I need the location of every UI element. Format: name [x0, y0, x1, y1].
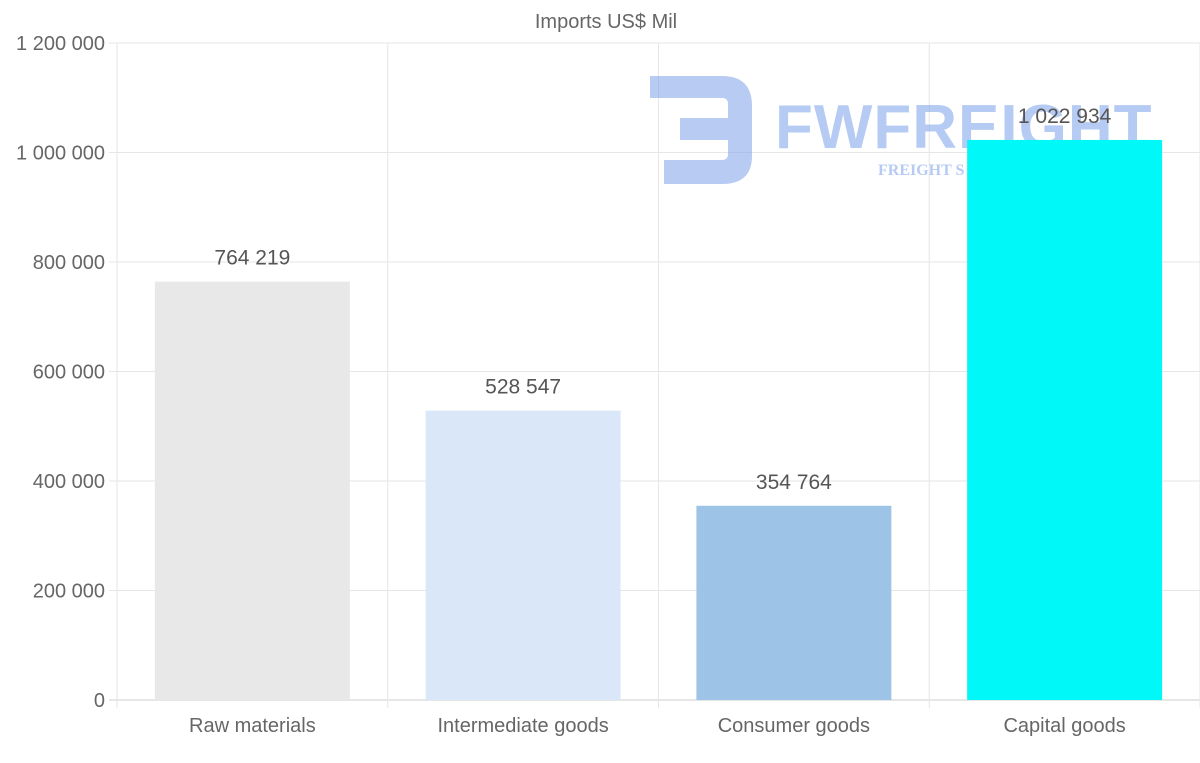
y-tick-label: 800 000 [33, 252, 105, 274]
y-tick-label: 0 [94, 690, 105, 712]
y-tick-label: 1 000 000 [16, 143, 105, 165]
bar [154, 281, 350, 700]
y-tick-label: 200 000 [33, 581, 105, 603]
x-tick-label: Capital goods [1003, 715, 1125, 737]
x-tick-label: Raw materials [189, 715, 316, 737]
chart-title: Imports US$ Mil [535, 11, 677, 33]
watermark-tagline: FREIGHT S [878, 162, 965, 179]
bar-value-label: 764 219 [214, 247, 290, 270]
data-labels: 764 219 528 547 354 764 1 022 934 [214, 105, 1111, 494]
fw-logo-icon [650, 76, 752, 184]
axes: 0 200 000 400 000 600 000 800 000 1 000 000 1 … [16, 33, 1126, 737]
y-tick-label: 600 000 [33, 362, 105, 384]
bar-value-label: 354 764 [756, 471, 832, 494]
x-tick-label: Consumer goods [718, 715, 870, 737]
bars [154, 139, 1163, 701]
bar [967, 139, 1163, 701]
bar-value-label: 528 547 [485, 376, 561, 399]
bar [696, 505, 892, 700]
y-tick-label: 1 200 000 [16, 33, 105, 55]
y-tick-label: 400 000 [33, 471, 105, 493]
x-tick-label: Intermediate goods [438, 715, 609, 737]
watermark: FWFREIGHT FREIGHT S [650, 76, 1152, 184]
bar-value-label: 1 022 934 [1018, 105, 1112, 128]
bar [425, 410, 621, 700]
